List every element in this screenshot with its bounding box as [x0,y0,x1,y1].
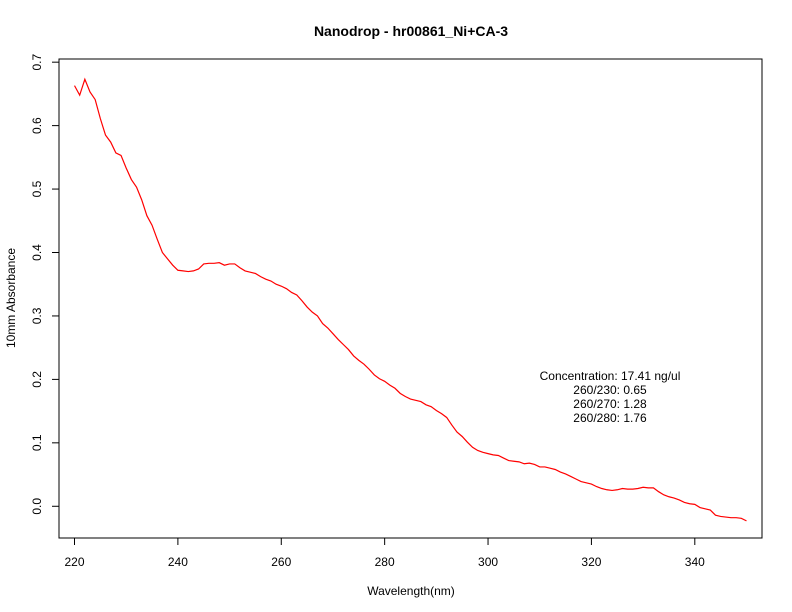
plot-frame [58,58,763,539]
y-tick-label: 0.3 [30,307,44,324]
x-axis: 220 240 260 280 300 320 340 [64,538,705,569]
y-axis-label: 10mm Absorbance [4,248,18,348]
ratio-260-230-annotation: 260/230: 0.65 [573,383,647,397]
x-tick-label: 240 [168,555,188,569]
chart-title: Nanodrop - hr00861_Ni+CA-3 [314,23,508,39]
y-tick-label: 0.6 [30,117,44,134]
concentration-annotation: Concentration: 17.41 ng/ul [540,369,681,383]
x-tick-label: 340 [685,555,705,569]
y-tick-label: 0.7 [30,54,44,71]
x-tick-label: 300 [478,555,498,569]
y-tick-label: 0.2 [30,371,44,388]
x-tick-label: 280 [375,555,395,569]
x-tick-label: 320 [581,555,601,569]
x-tick-label: 220 [64,555,84,569]
y-tick-label: 0.4 [30,244,44,261]
y-tick-label: 0.5 [30,180,44,197]
x-axis-label: Wavelength(nm) [367,584,455,598]
x-tick-label: 260 [271,555,291,569]
y-tick-label: 0.0 [30,498,44,515]
measurement-annotations: Concentration: 17.41 ng/ul 260/230: 0.65… [540,369,681,425]
y-tick-label: 0.1 [30,434,44,451]
ratio-260-280-annotation: 260/280: 1.76 [573,411,647,425]
ratio-260-270-annotation: 260/270: 1.28 [573,397,647,411]
absorbance-series-line [73,77,747,522]
y-axis: 0.0 0.1 0.2 0.3 0.4 0.5 0.6 0.7 [30,54,59,515]
